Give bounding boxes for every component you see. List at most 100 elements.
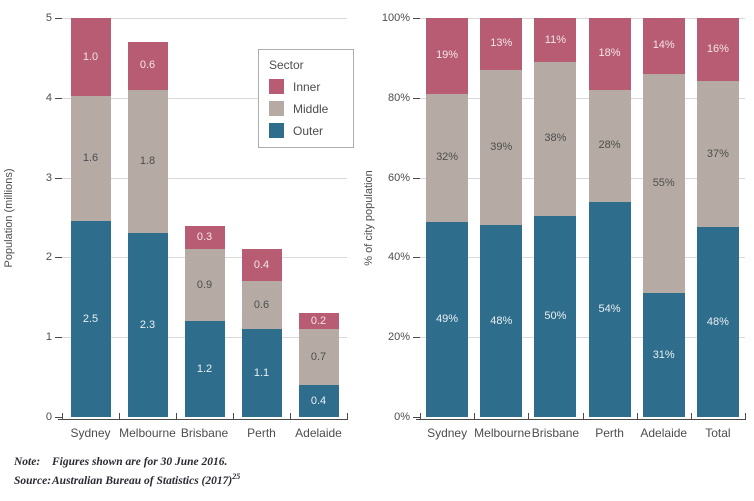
y-tick-label: 1 bbox=[45, 331, 52, 344]
bar-sydney: 2.5 1.6 1.0 bbox=[70, 18, 111, 417]
x-axis-tick bbox=[690, 413, 692, 420]
population-chart-x-axis: Sydney Melbourne Brisbane Perth Adelaide bbox=[58, 413, 348, 460]
source-line: Source:Australian Bureau of Statistics (… bbox=[14, 472, 241, 487]
gridline bbox=[420, 97, 745, 99]
perth-inner-segment: 18% bbox=[588, 18, 631, 90]
value-label: 54% bbox=[598, 302, 621, 315]
y-tick-label: 60% bbox=[387, 171, 410, 184]
value-label: 14% bbox=[652, 39, 675, 52]
bar-total: 48% 37% 16% bbox=[696, 18, 739, 417]
value-label: 11% bbox=[544, 33, 566, 46]
value-label: 1.2 bbox=[196, 362, 213, 375]
melbourne-outer-segment: 48% bbox=[480, 225, 523, 417]
category-label-total: Total bbox=[705, 426, 731, 440]
bars-container: 2.5 1.6 1.0 2.3 1.8 0.6 1.2 0.9 0.3 1.1 0.6 0.4 0.4 0… bbox=[62, 18, 347, 417]
bar-adelaide: 31% 55% 14% bbox=[642, 18, 685, 417]
category-label-brisbane: Brisbane bbox=[180, 426, 229, 440]
gridline bbox=[420, 257, 745, 259]
sydney-inner-segment: 1.0 bbox=[70, 18, 111, 97]
melbourne-middle-segment: 1.8 bbox=[127, 89, 168, 234]
y-axis-tick bbox=[55, 18, 62, 19]
value-label: 49% bbox=[436, 312, 459, 325]
value-label: 2.5 bbox=[82, 312, 99, 325]
footnotes: Note: Figures shown are for 30 June 2016.… bbox=[14, 456, 240, 494]
bar-perth: 54% 28% 18% bbox=[588, 18, 631, 417]
y-axis-tick bbox=[413, 417, 420, 418]
y-tick-label: 2 bbox=[45, 251, 52, 264]
category-label-adelaide: Adelaide bbox=[640, 426, 688, 440]
value-label: 1.6 bbox=[82, 152, 99, 165]
category-label-sydney: Sydney bbox=[427, 426, 468, 440]
value-label: 18% bbox=[598, 47, 621, 60]
inner-sector-swatch-icon bbox=[269, 79, 284, 94]
value-label: 39% bbox=[490, 141, 513, 154]
outer-sector-swatch-icon bbox=[269, 123, 284, 138]
y-axis-tick bbox=[55, 257, 62, 259]
category-label-perth: Perth bbox=[247, 426, 276, 440]
y-tick-label: 40% bbox=[387, 251, 410, 264]
value-label: 13% bbox=[490, 37, 513, 50]
adelaide-inner-segment: 0.2 bbox=[298, 313, 339, 330]
brisbane-outer-segment: 1.2 bbox=[184, 321, 225, 417]
population-chart-plot: 2.5 1.6 1.0 2.3 1.8 0.6 1.2 0.9 0.3 1.1 0.6 0.4 0.4 0… bbox=[62, 18, 347, 417]
bar-brisbane: 1.2 0.9 0.3 bbox=[184, 225, 225, 417]
melbourne-outer-segment: 2.3 bbox=[127, 233, 168, 417]
percent-chart-plot: 49% 32% 19% 48% 39% 13% 50% 38% 11% 54% 28% 18% 31% 5… bbox=[420, 18, 745, 417]
y-axis-tick bbox=[55, 177, 62, 179]
middle-sector-swatch-icon bbox=[269, 101, 284, 116]
value-label: 48% bbox=[706, 315, 729, 328]
value-label: 0.9 bbox=[196, 278, 213, 291]
bar-melbourne: 2.3 1.8 0.6 bbox=[127, 41, 168, 417]
x-axis-tick bbox=[474, 413, 476, 420]
perth-middle-segment: 0.6 bbox=[241, 281, 282, 330]
brisbane-outer-segment: 50% bbox=[534, 215, 577, 417]
legend-title: Sector bbox=[269, 58, 304, 72]
value-label: 1.8 bbox=[139, 155, 156, 168]
melbourne-inner-segment: 0.6 bbox=[127, 41, 168, 90]
adelaide-inner-segment: 14% bbox=[642, 18, 685, 74]
value-label: 37% bbox=[706, 147, 729, 160]
x-axis-tick bbox=[233, 413, 234, 420]
sydney-inner-segment: 19% bbox=[426, 18, 469, 94]
value-label: 32% bbox=[436, 151, 459, 164]
category-label-perth: Perth bbox=[595, 426, 624, 440]
value-label: 0.6 bbox=[139, 59, 156, 72]
bar-sydney: 49% 32% 19% bbox=[426, 18, 469, 417]
note-line: Note: Figures shown are for 30 June 2016. bbox=[14, 456, 240, 468]
brisbane-middle-segment: 0.9 bbox=[184, 249, 225, 322]
value-label: 48% bbox=[490, 314, 513, 327]
y-tick-label: 3 bbox=[45, 171, 52, 184]
gridline bbox=[420, 337, 745, 339]
value-label: 1.0 bbox=[82, 50, 99, 63]
value-label: 0.6 bbox=[253, 298, 270, 311]
gridline bbox=[420, 177, 745, 179]
x-axis-tick bbox=[582, 413, 584, 420]
total-inner-segment: 16% bbox=[696, 18, 739, 82]
y-tick-label: 100% bbox=[381, 12, 410, 24]
legend-item-outer: Outer bbox=[269, 123, 353, 138]
y-axis-tick bbox=[413, 177, 420, 179]
total-outer-segment: 48% bbox=[696, 227, 739, 417]
category-label-brisbane: Brisbane bbox=[531, 426, 580, 440]
gridline bbox=[62, 177, 347, 179]
adelaide-middle-segment: 0.7 bbox=[298, 329, 339, 386]
y-axis-tick bbox=[413, 257, 420, 259]
gridline bbox=[62, 97, 347, 99]
y-axis-tick bbox=[413, 337, 420, 339]
adelaide-outer-segment: 0.4 bbox=[298, 385, 339, 417]
source-footnote-ref: 25 bbox=[232, 472, 241, 482]
x-axis-tick bbox=[745, 413, 746, 420]
perth-outer-segment: 1.1 bbox=[241, 329, 282, 417]
adelaide-middle-segment: 55% bbox=[642, 73, 685, 294]
value-label: 0.4 bbox=[310, 394, 327, 407]
value-label: 0.2 bbox=[310, 314, 327, 327]
category-label-melbourne: Melbourne bbox=[119, 426, 176, 440]
bars-container: 49% 32% 19% 48% 39% 13% 50% 38% 11% 54% 28% 18% 31% 5… bbox=[420, 18, 745, 417]
gridline bbox=[420, 18, 745, 19]
adelaide-outer-segment: 31% bbox=[642, 293, 685, 417]
value-label: 16% bbox=[706, 43, 729, 56]
perth-inner-segment: 0.4 bbox=[241, 249, 282, 282]
note-text: Figures shown are for 30 June 2016. bbox=[52, 456, 228, 468]
y-axis-tick bbox=[413, 97, 420, 99]
y-axis-title-population: Population (millions) bbox=[3, 168, 15, 268]
